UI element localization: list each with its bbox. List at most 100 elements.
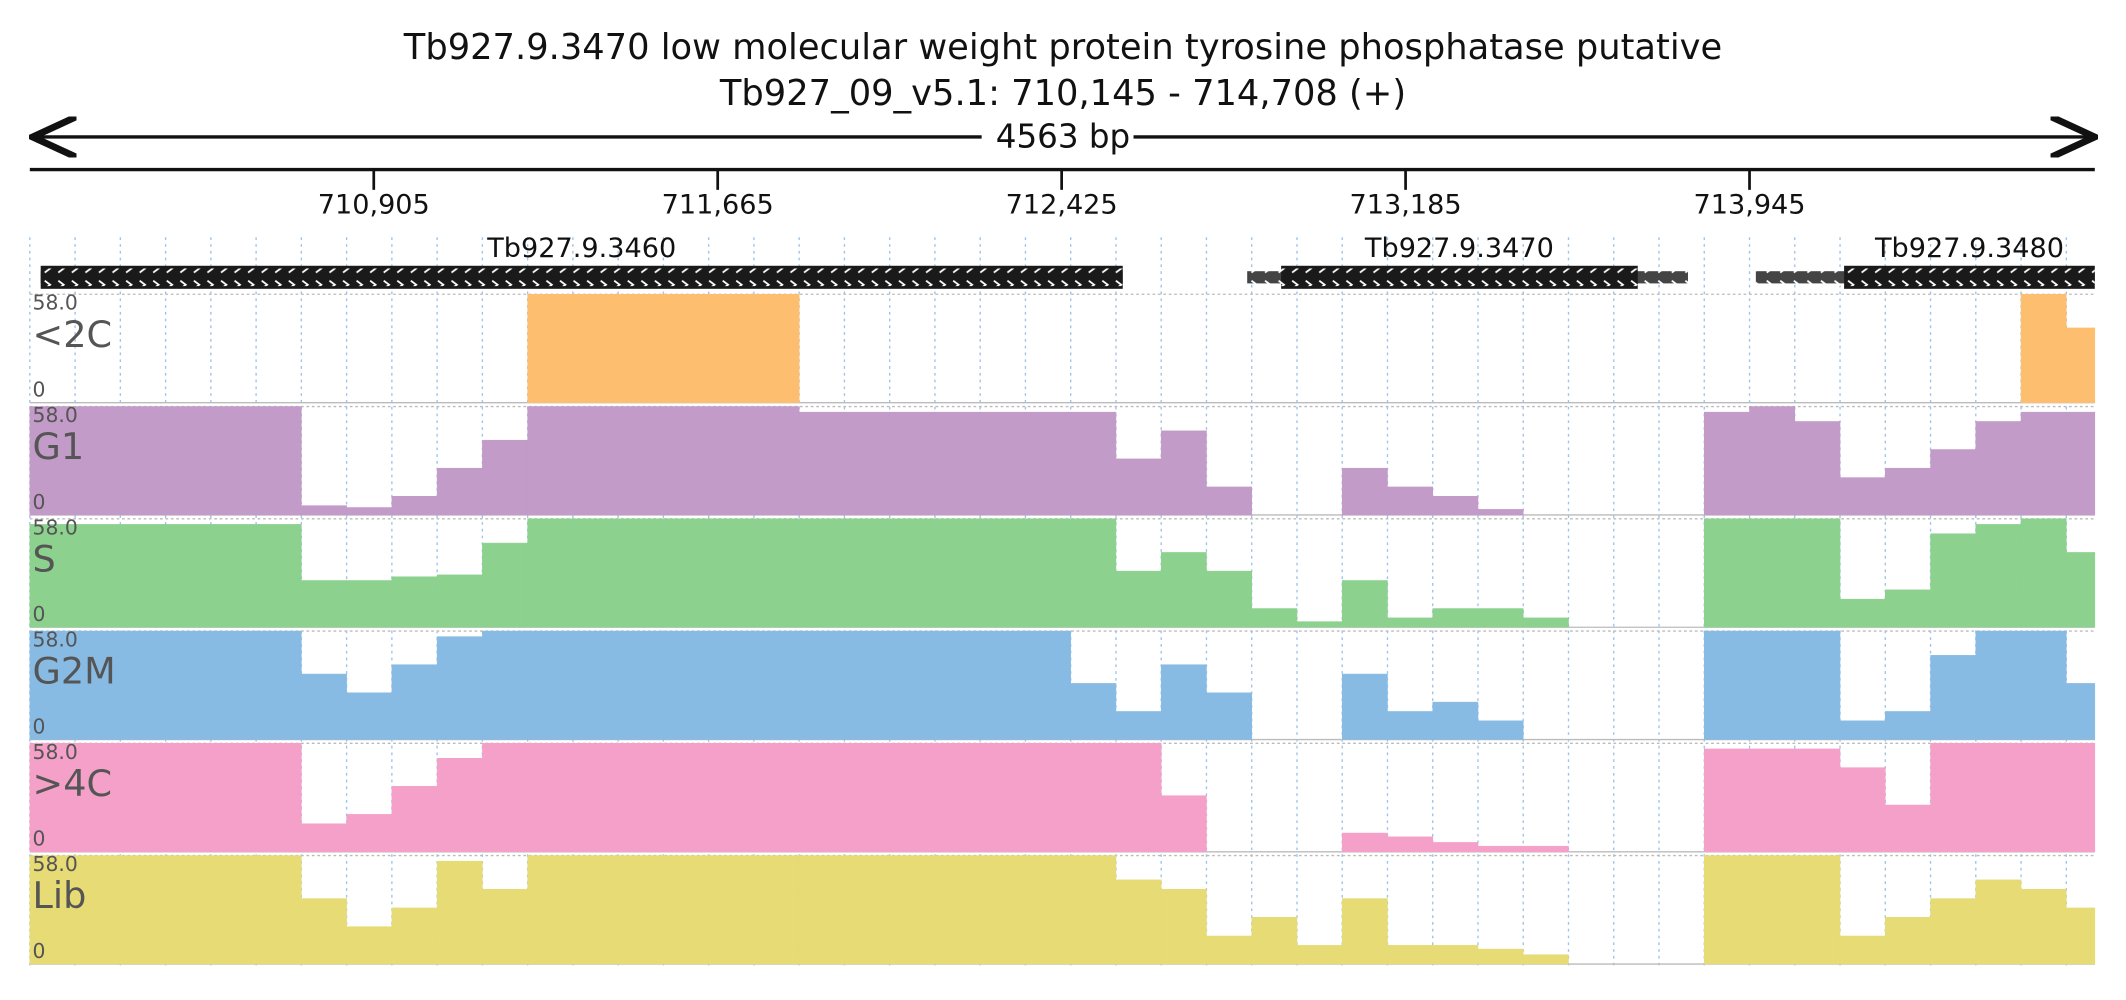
coverage-bar — [346, 692, 393, 740]
coverage-bar — [74, 743, 121, 853]
coverage-bar — [753, 293, 800, 403]
coverage-bar — [391, 576, 438, 628]
coverage-bar — [1432, 842, 1479, 853]
coverage-bar — [527, 630, 574, 740]
coverage-bar — [1160, 430, 1207, 516]
coverage-bar — [1885, 711, 1931, 740]
coverage-bar — [1341, 673, 1388, 740]
coverage-bar — [572, 293, 619, 403]
coverage-bar — [572, 518, 619, 628]
y-tick-label: 58.0 — [33, 852, 78, 876]
coverage-bar — [2066, 327, 2096, 403]
coverage-bar — [436, 467, 483, 516]
coverage-bar — [663, 630, 709, 740]
coverage-bar — [1522, 845, 1569, 853]
coverage-bar — [617, 518, 664, 628]
coverage-bar — [210, 406, 257, 516]
span-bg — [981, 119, 1134, 155]
subtitle: Tb927_09_v5.1: 710,145 - 714,708 (+) — [719, 73, 1406, 114]
coverage-bar — [979, 855, 1026, 965]
coverage-bar — [1522, 954, 1569, 965]
coverage-bar — [979, 518, 1026, 628]
coverage-bar — [255, 630, 302, 740]
coverage-bar — [753, 518, 800, 628]
coverage-bar — [798, 411, 845, 516]
coverage-bar — [120, 743, 166, 853]
coverage-bar — [889, 630, 936, 740]
coverage-bar — [527, 518, 574, 628]
coverage-bar — [391, 664, 438, 740]
coverage-bar — [1477, 948, 1524, 965]
track-label: >4C — [33, 762, 112, 805]
coverage-bar — [844, 855, 890, 965]
coverage-bar — [2066, 743, 2096, 853]
coverage-bar — [482, 888, 528, 965]
coverage-bar — [1025, 855, 1071, 965]
coverage-bar — [346, 580, 393, 628]
coverage-bar — [844, 630, 890, 740]
coverage-bar — [2066, 907, 2096, 965]
coverage-bar — [1070, 411, 1117, 516]
coverage-bar — [617, 855, 664, 965]
coverage-bar — [1794, 748, 1841, 853]
coverage-bar — [1025, 743, 1071, 853]
coverage-bar — [1975, 879, 2022, 965]
coverage-bar — [1432, 496, 1479, 516]
coverage-bar — [617, 743, 664, 853]
coverage-bar — [1341, 467, 1388, 516]
coverage-bar — [165, 743, 212, 853]
coverage-bar — [1839, 720, 1886, 740]
coverage-bar — [301, 898, 347, 965]
coverage-bar — [1975, 743, 2022, 853]
coverage-bar — [798, 855, 845, 965]
coverage-bar — [165, 524, 212, 628]
track-label: <2C — [33, 313, 112, 356]
y-tick-label: 58.0 — [33, 740, 78, 764]
coverage-bar — [210, 855, 257, 965]
y-tick-label: 0 — [33, 378, 46, 402]
coverage-bar — [617, 406, 664, 516]
coverage-bar — [1070, 855, 1117, 965]
track-label: S — [33, 537, 56, 580]
coverage-bar — [1839, 935, 1886, 965]
x-tick-label: 712,425 — [1006, 190, 1118, 221]
coverage-bar — [1703, 855, 1750, 965]
coverage-bar — [482, 743, 528, 853]
coverage-bar — [1432, 701, 1479, 740]
coverage-bar — [255, 855, 302, 965]
coverage-bar — [1794, 630, 1841, 740]
y-tick-label: 0 — [33, 827, 46, 851]
coverage-bar — [1930, 743, 1977, 853]
y-tick-label: 0 — [33, 602, 46, 626]
coverage-bar — [1387, 836, 1434, 853]
coverage-bar — [1794, 855, 1841, 965]
coverage-bar — [436, 758, 483, 853]
coverage-bar — [663, 518, 709, 628]
coverage-bar — [2066, 411, 2096, 516]
coverage-bar — [255, 406, 302, 516]
coverage-bar — [1387, 617, 1434, 628]
coverage-bar — [1477, 720, 1524, 740]
y-tick-label: 58.0 — [33, 291, 78, 315]
coverage-bar — [301, 673, 347, 740]
coverage-bar — [2066, 683, 2096, 740]
coverage-bar — [1296, 621, 1343, 628]
coverage-bar — [1749, 518, 1796, 628]
coverage-bar — [1070, 683, 1117, 740]
coverage-bar — [1703, 748, 1750, 853]
coverage-bar — [1387, 711, 1434, 740]
coverage-bar — [1749, 406, 1796, 516]
coverage-bar — [2020, 743, 2067, 853]
coverage-bar — [1930, 655, 1977, 740]
coverage-bar — [482, 439, 528, 516]
coverage-bar — [572, 855, 619, 965]
x-tick-label: 713,945 — [1693, 190, 1805, 221]
y-tick-label: 0 — [33, 939, 46, 963]
coverage-bar — [2020, 888, 2067, 965]
coverage-bar — [934, 411, 981, 516]
coverage-bar — [844, 743, 890, 853]
y-tick-label: 0 — [33, 714, 46, 738]
gene-strand — [1755, 268, 2095, 287]
coverage-bar — [436, 574, 483, 628]
